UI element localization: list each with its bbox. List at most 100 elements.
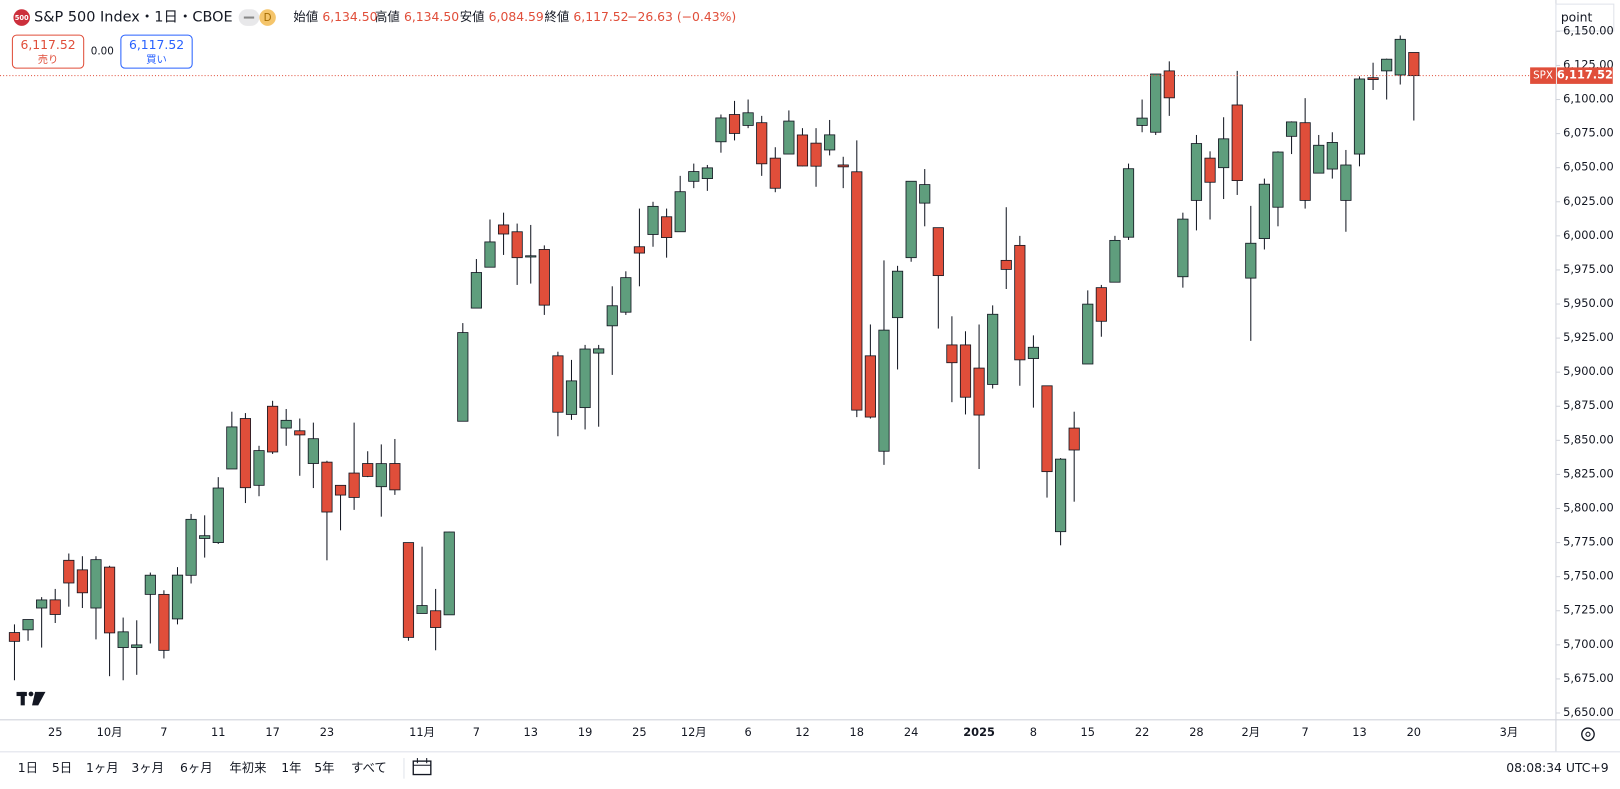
candle-body (511, 231, 523, 259)
buy-price: 6,117.52 (129, 37, 184, 52)
y-tick-label: 6,025.00 (1563, 194, 1614, 208)
sell-label: 売り (38, 53, 59, 66)
x-tick-label: 18 (850, 725, 864, 739)
ohlc-value: 6,134.50 (404, 9, 459, 24)
range-button[interactable]: 5日 (52, 760, 72, 775)
candle-body (1068, 427, 1080, 451)
candle-body (239, 418, 252, 489)
candle-body (36, 599, 48, 609)
candle-body (783, 120, 795, 155)
unit-button[interactable] (1555, 3, 1615, 32)
candle-body (144, 574, 156, 595)
candle-body (103, 566, 116, 634)
range-button[interactable]: 年初来 (229, 760, 266, 775)
buy-button[interactable] (120, 34, 193, 69)
candle-body (633, 246, 646, 254)
y-tick-label: 5,900.00 (1563, 364, 1614, 378)
candle-body (715, 117, 727, 143)
x-tick-label: 25 (48, 725, 62, 739)
candle-body (1245, 242, 1257, 279)
candle-body (606, 305, 618, 327)
candle-body (8, 632, 21, 642)
candle-body (837, 164, 849, 168)
candle-body (117, 631, 129, 648)
candle-body (443, 531, 455, 616)
settings-icon[interactable] (1581, 727, 1595, 742)
range-button[interactable]: 1日 (18, 760, 38, 775)
sell-button[interactable] (11, 34, 85, 69)
candle-body (402, 542, 415, 638)
candle-body (1353, 78, 1366, 155)
x-tick-label: 24 (904, 725, 918, 739)
y-tick-label: 5,700.00 (1563, 637, 1614, 651)
candle-body (253, 450, 265, 486)
candle-body (579, 348, 591, 409)
candle-body (919, 184, 931, 204)
candle-body (959, 344, 972, 398)
candle-body (973, 367, 985, 416)
range-button[interactable]: 3ヶ月 (131, 760, 164, 775)
candle-body (620, 277, 632, 313)
x-tick-label: 7 (1302, 725, 1309, 739)
x-tick-label: 13 (1352, 725, 1366, 739)
candle-body (22, 619, 34, 631)
symbol-logo-text: 500 (15, 14, 29, 22)
unit-button-text: point (1561, 10, 1593, 25)
price-tag (1556, 67, 1613, 84)
candle-body (185, 518, 197, 576)
sell-price: 6,117.52 (20, 37, 75, 52)
candle-body (362, 463, 374, 477)
y-tick-label: 6,100.00 (1563, 92, 1614, 106)
interval-badge-text: D (264, 12, 272, 24)
interval-badge[interactable] (259, 9, 276, 26)
candle-body (1122, 168, 1135, 238)
candle-body (1299, 122, 1311, 201)
x-tick-label: 2025 (963, 725, 995, 739)
x-tick-label: 19 (578, 725, 592, 739)
range-button[interactable]: 6ヶ月 (180, 760, 213, 775)
range-button[interactable]: 1年 (281, 760, 301, 775)
candle-body (1394, 38, 1406, 76)
candle-body (334, 484, 347, 496)
candle-body (1109, 239, 1121, 283)
range-button[interactable]: すべて (351, 760, 387, 775)
candle-body (1014, 244, 1026, 361)
candle-body (661, 216, 673, 238)
range-button[interactable]: 5年 (314, 760, 334, 775)
candle-body (1000, 259, 1012, 270)
range-button[interactable]: 1ヶ月 (86, 760, 119, 775)
candle-body (674, 191, 686, 233)
y-tick-label: 5,725.00 (1563, 603, 1614, 617)
y-tick-label: 5,650.00 (1563, 705, 1614, 719)
y-tick-label: 5,875.00 (1563, 398, 1614, 412)
x-tick-label: 10月 (97, 725, 123, 739)
candle-body (946, 344, 958, 364)
candle-body (756, 122, 768, 165)
candle-body (321, 461, 333, 513)
calendar-icon[interactable] (412, 758, 432, 776)
change: −26.63 (−0.43%) (627, 9, 736, 24)
candle-body (1177, 218, 1189, 278)
x-tick-label: 3月 (1500, 725, 1519, 739)
candle-body (375, 463, 387, 488)
candle-body (742, 112, 754, 126)
candle-body (171, 574, 184, 620)
candle-body (878, 329, 890, 452)
candle-body (76, 569, 88, 594)
x-tick-label: 6 (744, 725, 751, 739)
candle-body (280, 419, 292, 429)
candle-body (131, 644, 143, 648)
settings-icon-core (1585, 731, 1591, 737)
symbol-title[interactable]: S&P 500 Index・1日・CBOE (34, 10, 233, 26)
buy-label: 買い (146, 54, 167, 66)
candle-body (851, 171, 863, 411)
candle-body (348, 472, 360, 498)
y-tick-label: 5,925.00 (1563, 330, 1614, 344)
ohlc-label: 高値 (375, 9, 400, 24)
y-tick-label: 5,975.00 (1563, 262, 1614, 276)
x-tick-label: 15 (1081, 725, 1095, 739)
candle-body (158, 593, 170, 651)
ohlc-label: 終値 (544, 9, 569, 24)
candle-body (552, 355, 564, 413)
